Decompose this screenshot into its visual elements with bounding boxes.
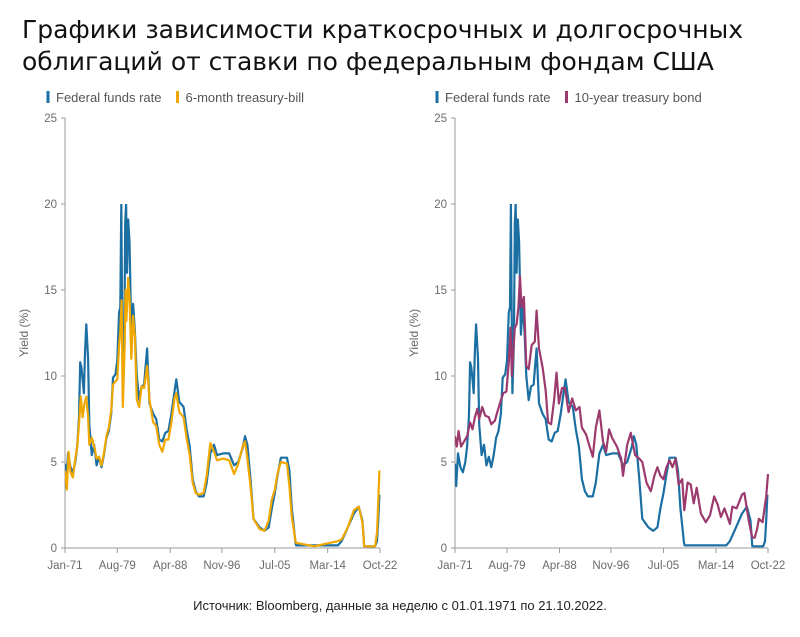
x-tick-label: Oct-22 [363,560,398,572]
y-tick-label: 20 [44,199,57,211]
x-tick-label: Apr-88 [153,560,188,572]
legend-item: Federal funds rate [435,90,551,105]
series-line-2 [65,276,381,548]
y-tick-label: 15 [44,285,57,297]
x-tick-label: Mar-14 [698,560,735,572]
y-tick-label: 25 [434,113,447,125]
x-tick-label: Aug-79 [99,560,136,572]
y-tick-label: 10 [434,371,447,383]
x-tick-label: Jul-05 [648,560,679,572]
series-line-1 [455,204,769,548]
series-line-1 [65,204,381,548]
chart-title-line-1: Графики зависимости краткосрочных и долг… [22,15,744,44]
x-tick-label: Jan-71 [47,560,82,572]
x-tick-label: Jan-71 [437,560,472,572]
legend-item: Federal funds rate [46,90,162,105]
chart-panel-1: 0 5 10 15 20 25 Jan-71 Aug-79 Apr-88 Nov-96 Jul-05… [17,90,397,572]
y-axis-label: Yield (%) [17,309,31,357]
legend-label: 10-year treasury bond [575,90,702,105]
legend-label: Federal funds rate [56,90,162,105]
y-axis-label: Yield (%) [407,309,421,357]
y-tick-label: 25 [44,113,57,125]
source-note: Источник: Bloomberg, данные за неделю с … [193,598,607,613]
x-tick-label: Aug-79 [488,560,525,572]
series-line-2 [455,275,770,539]
y-tick-label: 20 [434,199,447,211]
legend-label: 6-month treasury-bill [186,90,305,105]
legend-item: 6-month treasury-bill [176,90,305,105]
y-tick-label: 10 [44,371,57,383]
chart-title: Графики зависимости краткосрочных и долг… [22,14,792,78]
x-tick-label: Nov-96 [203,560,240,572]
chart-panel-2: 0 5 10 15 20 25 Jan-71 Aug-79 Apr-88 Nov-96 Jul-05… [407,90,785,572]
y-tick-label: 15 [434,285,447,297]
chart-title-line-2: облигаций от ставки по федеральным фонда… [22,47,714,76]
x-tick-label: Jul-05 [259,560,290,572]
x-tick-label: Oct-22 [751,560,786,572]
x-tick-label: Mar-14 [309,560,346,572]
y-tick-label: 5 [51,457,57,469]
legend-item: 10-year treasury bond [565,90,702,105]
y-tick-label: 0 [51,543,57,555]
x-tick-label: Nov-96 [592,560,629,572]
y-tick-label: 5 [441,457,447,469]
legend-label: Federal funds rate [445,90,551,105]
x-tick-label: Apr-88 [542,560,577,572]
y-tick-label: 0 [441,543,447,555]
